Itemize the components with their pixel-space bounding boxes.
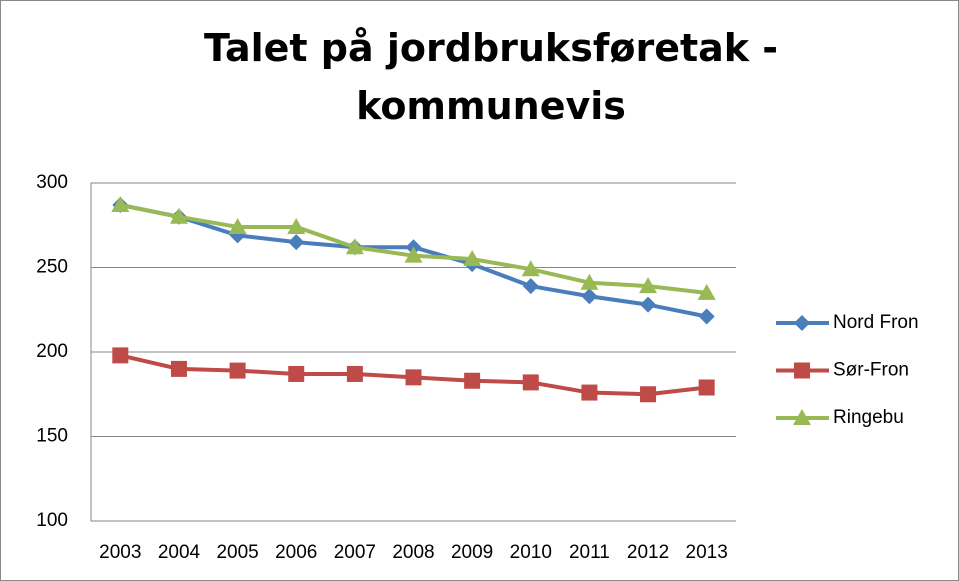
marker [463,250,482,267]
legend-label: Nord Fron [833,312,919,333]
marker [794,315,810,331]
marker [698,308,715,325]
x-tick-label: 2006 [275,542,317,563]
marker [521,260,540,277]
marker [346,365,363,382]
marker [229,362,246,379]
x-tick-label: 2010 [510,542,552,563]
marker [522,374,539,391]
y-tick-label: 200 [36,341,68,362]
y-tick-label: 300 [36,172,68,193]
marker [640,296,657,313]
marker [698,379,715,396]
x-tick-label: 2004 [158,542,201,563]
x-tick-label: 2011 [569,542,610,563]
marker [580,273,599,290]
y-tick-label: 150 [36,426,68,447]
marker [288,365,305,382]
x-tick-label: 2013 [686,542,728,563]
x-tick-label: 2012 [627,542,669,563]
x-tick-label: 2008 [392,542,434,563]
marker [697,283,716,300]
legend-label: Sør-Fron [833,360,909,381]
y-tick-label: 100 [36,510,68,531]
marker [112,347,129,364]
x-tick-label: 2005 [216,542,258,563]
marker [288,234,305,251]
marker [640,386,657,403]
marker [345,238,364,255]
legend-label: Ringebu [833,407,904,428]
marker [405,369,422,386]
x-tick-label: 2007 [334,542,376,563]
marker [581,288,598,305]
y-tick-label: 250 [36,257,68,278]
marker [464,372,481,389]
marker [228,217,247,234]
marker [287,217,306,234]
marker [581,384,598,401]
marker [169,207,188,224]
marker [111,195,130,212]
marker [170,360,187,377]
x-tick-label: 2003 [99,542,141,563]
marker [794,362,810,379]
marker [639,277,658,294]
marker [793,409,811,425]
marker [522,278,539,295]
marker [404,246,423,263]
chart-title: Talet på jordbruksføretak - kommunevis [203,26,779,128]
x-tick-label: 2009 [451,542,493,563]
